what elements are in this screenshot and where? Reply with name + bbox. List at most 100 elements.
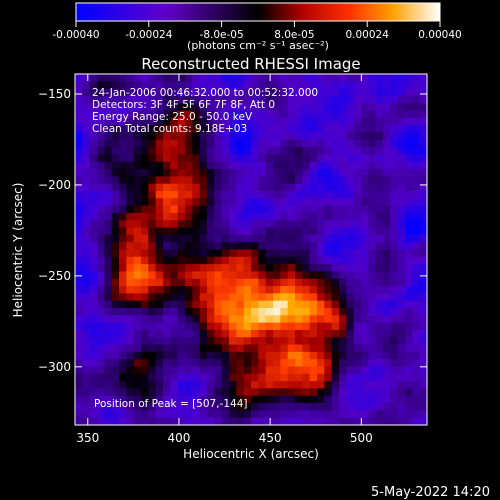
heatmap-cell bbox=[104, 88, 113, 97]
heatmap-cell bbox=[229, 417, 237, 425]
heatmap-cell bbox=[119, 381, 127, 390]
heatmap-cell bbox=[75, 351, 83, 360]
heatmap-cell bbox=[346, 234, 355, 243]
heatmap-cell bbox=[287, 139, 296, 148]
heatmap-cell bbox=[383, 337, 391, 346]
heatmap-cell bbox=[199, 183, 208, 192]
heatmap-cell bbox=[155, 169, 164, 177]
heatmap-cell bbox=[199, 315, 208, 324]
heatmap-cell bbox=[375, 234, 384, 243]
heatmap-cell bbox=[273, 264, 281, 273]
heatmap-cell bbox=[163, 212, 171, 221]
heatmap-cell bbox=[221, 329, 230, 338]
heatmap-cell bbox=[133, 191, 142, 199]
heatmap-cell bbox=[163, 88, 171, 97]
heatmap-cell bbox=[192, 410, 201, 419]
heatmap-cell bbox=[82, 322, 91, 331]
heatmap-cell bbox=[155, 403, 164, 411]
heatmap-cell bbox=[214, 227, 223, 236]
heatmap-cell bbox=[170, 227, 179, 236]
heatmap-cell bbox=[207, 74, 215, 82]
heatmap-cell bbox=[302, 198, 311, 207]
heatmap-cell bbox=[390, 359, 399, 368]
heatmap-cell bbox=[383, 227, 391, 236]
heatmap-cell bbox=[82, 293, 91, 302]
heatmap-cell bbox=[324, 395, 333, 404]
heatmap-cell bbox=[317, 329, 325, 338]
heatmap-cell bbox=[243, 417, 252, 425]
heatmap-cell bbox=[309, 74, 318, 82]
heatmap-cell bbox=[243, 95, 252, 104]
heatmap-cell bbox=[273, 373, 281, 382]
heatmap-cell bbox=[126, 147, 135, 156]
heatmap-cell bbox=[265, 322, 274, 331]
heatmap-cell bbox=[192, 344, 201, 353]
heatmap-cell bbox=[287, 373, 296, 382]
heatmap-cell bbox=[148, 359, 157, 368]
heatmap-cell bbox=[221, 366, 230, 375]
heatmap-cell bbox=[75, 293, 83, 302]
heatmap-cell bbox=[309, 403, 318, 411]
heatmap-cell bbox=[229, 322, 237, 331]
heatmap-cell bbox=[375, 103, 384, 112]
heatmap-cell bbox=[82, 337, 91, 346]
heatmap-cell bbox=[412, 154, 421, 163]
heatmap-cell bbox=[243, 300, 252, 309]
heatmap-cell bbox=[265, 278, 274, 287]
heatmap-cell bbox=[243, 286, 252, 294]
heatmap-cell bbox=[397, 234, 406, 243]
heatmap-cell bbox=[419, 366, 427, 375]
heatmap-cell bbox=[405, 315, 413, 324]
heatmap-cell bbox=[192, 161, 201, 170]
heatmap-cell bbox=[317, 95, 325, 104]
heatmap-cell bbox=[141, 234, 149, 243]
heatmap-cell bbox=[111, 154, 120, 163]
heatmap-cell bbox=[236, 205, 245, 214]
heatmap-cell bbox=[97, 388, 105, 397]
heatmap-cell bbox=[133, 410, 142, 419]
heatmap-cell bbox=[405, 212, 413, 221]
heatmap-cell bbox=[375, 74, 384, 82]
heatmap-cell bbox=[419, 286, 427, 294]
heatmap-cell bbox=[251, 117, 259, 126]
heatmap-cell bbox=[375, 139, 384, 148]
heatmap-cell bbox=[353, 249, 362, 258]
heatmap-cell bbox=[148, 300, 157, 309]
heatmap-cell bbox=[89, 169, 98, 177]
heatmap-cell bbox=[368, 278, 377, 287]
heatmap-cell bbox=[104, 103, 113, 112]
heatmap-cell bbox=[287, 351, 296, 360]
heatmap-cell bbox=[229, 198, 237, 207]
heatmap-cell bbox=[317, 337, 325, 346]
heatmap-cell bbox=[346, 176, 355, 185]
heatmap-cell bbox=[141, 110, 149, 119]
heatmap-cell bbox=[412, 322, 421, 331]
heatmap-cell bbox=[148, 373, 157, 382]
heatmap-cell bbox=[155, 388, 164, 397]
heatmap-cell bbox=[82, 88, 91, 97]
heatmap-cell bbox=[126, 417, 135, 425]
heatmap-cell bbox=[273, 212, 281, 221]
heatmap-cell bbox=[317, 125, 325, 134]
heatmap-cell bbox=[361, 191, 369, 199]
heatmap-cell bbox=[199, 271, 208, 280]
heatmap-cell bbox=[185, 403, 193, 411]
heatmap-cell bbox=[236, 329, 245, 338]
heatmap-cell bbox=[111, 176, 120, 185]
heatmap-cell bbox=[302, 117, 311, 126]
heatmap-cell bbox=[412, 139, 421, 148]
heatmap-cell bbox=[75, 417, 83, 425]
heatmap-cell bbox=[287, 220, 296, 229]
heatmap-cell bbox=[75, 395, 83, 404]
heatmap-cell bbox=[229, 410, 237, 419]
heatmap-cell bbox=[177, 103, 186, 112]
heatmap-cell bbox=[170, 132, 179, 141]
heatmap-cell bbox=[353, 271, 362, 280]
heatmap-cell bbox=[229, 205, 237, 214]
heatmap-cell bbox=[97, 337, 105, 346]
heatmap-cell bbox=[221, 81, 230, 90]
heatmap-cell bbox=[207, 227, 215, 236]
heatmap-cell bbox=[265, 88, 274, 97]
heatmap-cell bbox=[324, 322, 333, 331]
heatmap-cell bbox=[177, 74, 186, 82]
